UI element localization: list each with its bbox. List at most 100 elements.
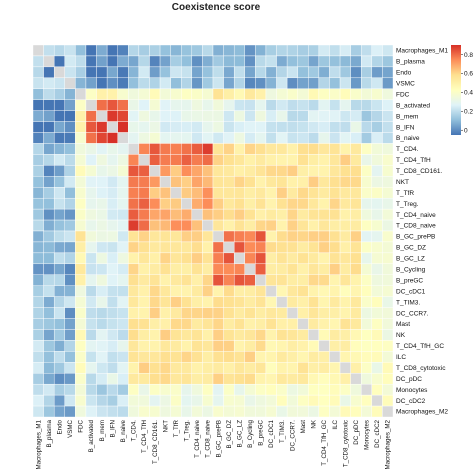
heatmap-cell <box>223 187 235 199</box>
heatmap-cell <box>159 187 171 199</box>
heatmap-cell <box>361 296 373 308</box>
heatmap-cell <box>32 405 44 418</box>
heatmap-cell <box>308 187 320 199</box>
heatmap-cell <box>43 44 55 57</box>
heatmap-cell <box>128 274 140 286</box>
row-label: T_CD4. <box>396 146 419 153</box>
heatmap-cell <box>286 241 298 254</box>
heatmap-cell <box>32 241 44 254</box>
heatmap-cell <box>318 219 330 232</box>
heatmap-cell <box>212 132 224 144</box>
heatmap-cell <box>53 373 65 385</box>
heatmap-cell <box>191 219 203 232</box>
heatmap-cell <box>117 383 129 396</box>
heatmap-cell <box>43 373 55 385</box>
heatmap-cell <box>170 154 182 166</box>
heatmap-cell <box>339 405 351 418</box>
heatmap-cell <box>265 351 277 363</box>
heatmap-cell <box>255 340 267 352</box>
heatmap-cell <box>117 373 129 385</box>
heatmap-cell <box>181 110 193 122</box>
row-label: Macrophages_M2 <box>396 409 448 416</box>
heatmap-cell <box>202 132 214 144</box>
heatmap-cell <box>371 132 383 144</box>
heatmap-cell <box>128 329 140 341</box>
heatmap-cell <box>202 208 214 221</box>
heatmap-cell <box>106 383 118 396</box>
heatmap-cell <box>382 351 394 363</box>
heatmap-cell <box>181 165 193 177</box>
heatmap-cell <box>202 99 214 111</box>
heatmap-cell <box>255 362 267 374</box>
heatmap-cell <box>361 383 373 396</box>
heatmap-cell <box>170 132 182 144</box>
heatmap-cell <box>191 197 203 210</box>
heatmap-cell <box>170 99 182 111</box>
heatmap-cell <box>255 154 267 166</box>
heatmap-cell <box>149 307 161 319</box>
heatmap-cell <box>382 143 394 155</box>
heatmap-cell <box>138 318 150 330</box>
heatmap-cell <box>117 296 129 308</box>
heatmap-cell <box>117 132 129 144</box>
heatmap-cell <box>64 77 76 89</box>
heatmap-cell <box>117 307 129 319</box>
color-legend: 0.8 0.6 0.4 0.2 0 <box>451 45 473 135</box>
heatmap-cell <box>32 230 44 243</box>
row-label: B_plasma <box>396 59 425 66</box>
heatmap-cell <box>191 373 203 385</box>
heatmap-cell <box>265 187 277 199</box>
heatmap-cell <box>149 77 161 89</box>
heatmap-cell <box>255 197 267 210</box>
column-label: ILC <box>332 419 339 429</box>
heatmap-cell <box>308 307 320 319</box>
heatmap-cell <box>297 394 309 407</box>
row-label: B_GC_LZ <box>396 256 425 263</box>
heatmap-cell <box>276 197 288 210</box>
heatmap-cell <box>191 296 203 308</box>
heatmap-cell <box>382 329 394 341</box>
heatmap-cell <box>159 274 171 286</box>
heatmap-cell <box>181 197 193 210</box>
heatmap-cell <box>382 285 394 297</box>
heatmap-cell <box>255 176 267 188</box>
heatmap-cell <box>350 154 362 166</box>
heatmap-cell <box>43 66 55 79</box>
heatmap-cell <box>339 351 351 363</box>
heatmap-cell <box>244 197 256 210</box>
heatmap-cell <box>202 383 214 396</box>
heatmap-cell <box>75 263 87 275</box>
heatmap-cell <box>53 307 65 319</box>
heatmap-cell <box>255 383 267 396</box>
heatmap-cell <box>181 55 193 68</box>
heatmap-cell <box>85 405 97 418</box>
heatmap-cell <box>212 187 224 199</box>
heatmap-cell <box>361 165 373 177</box>
heatmap-cell <box>350 197 362 210</box>
heatmap-cell <box>64 121 76 133</box>
heatmap-cell <box>75 176 87 188</box>
heatmap-cell <box>255 66 267 79</box>
heatmap-cell <box>318 351 330 363</box>
heatmap-cell <box>233 44 245 57</box>
heatmap-cell <box>181 219 193 232</box>
heatmap-cell <box>53 383 65 396</box>
heatmap-cell <box>223 110 235 122</box>
heatmap-cell <box>85 66 97 79</box>
heatmap-cell <box>286 285 298 297</box>
heatmap-cell <box>212 66 224 79</box>
heatmap-cell <box>117 165 129 177</box>
heatmap-cell <box>255 165 267 177</box>
heatmap-cell <box>361 208 373 221</box>
heatmap-cell <box>159 143 171 155</box>
row-label: FDC <box>396 91 410 98</box>
heatmap-cell <box>32 252 44 265</box>
row-label: Mast <box>396 321 410 328</box>
heatmap-cell <box>339 143 351 155</box>
heatmap-cell <box>85 176 97 188</box>
heatmap-cell <box>32 143 44 155</box>
heatmap-cell <box>202 373 214 385</box>
heatmap-cell <box>371 176 383 188</box>
column-label: Mast <box>300 420 307 434</box>
heatmap-cell <box>308 197 320 210</box>
